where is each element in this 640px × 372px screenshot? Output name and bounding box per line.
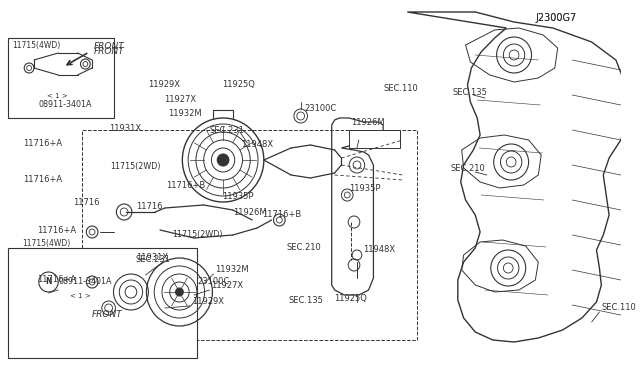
Circle shape [175,288,183,296]
Text: 11715(2WD): 11715(2WD) [173,230,223,238]
Text: 11926M: 11926M [351,118,385,126]
Text: 11927X: 11927X [211,282,244,291]
Circle shape [217,154,229,166]
Text: FRONT: FRONT [94,42,125,51]
Text: SEC.210: SEC.210 [450,164,484,173]
Text: 08911-3401A: 08911-3401A [58,278,112,286]
Text: SEC.231: SEC.231 [135,255,170,264]
Text: J2300G7: J2300G7 [535,13,577,23]
Text: 11716: 11716 [73,198,100,207]
Text: 11932M: 11932M [215,266,249,275]
Text: 11716+B: 11716+B [166,181,205,190]
Text: 11716+A: 11716+A [24,139,63,148]
Text: SEC.210: SEC.210 [287,243,321,252]
Text: 11716+A: 11716+A [37,225,76,234]
Text: 11716: 11716 [136,202,163,211]
Bar [349,130,399,148]
Text: < 1 >: < 1 > [47,93,67,99]
Text: 11927X: 11927X [164,95,196,104]
Text: 11925Q: 11925Q [222,80,255,89]
Text: 11948X: 11948X [241,140,273,149]
Text: FRONT: FRONT [92,310,123,319]
Text: SEC.135: SEC.135 [453,87,488,96]
Text: SEC.135: SEC.135 [289,296,324,305]
Text: 11935P: 11935P [349,183,381,192]
Text: 11925Q: 11925Q [333,294,367,302]
Text: N: N [45,278,52,286]
Text: 11715(2WD): 11715(2WD) [111,162,161,171]
Text: 23100C: 23100C [197,278,230,286]
Text: 11715(4WD): 11715(4WD) [13,41,61,49]
Text: SEC.110: SEC.110 [383,84,419,93]
Text: 08911-3401A: 08911-3401A [38,100,92,109]
Text: SEC.110: SEC.110 [602,304,636,312]
Text: 11935P: 11935P [222,192,253,201]
Text: 23100C: 23100C [305,103,337,112]
Text: SEC.231: SEC.231 [209,125,244,135]
Text: < 1 >: < 1 > [70,293,91,299]
Text: FRONT: FRONT [94,46,125,55]
Text: 11716+A: 11716+A [24,175,63,184]
Text: 11931X: 11931X [109,124,141,133]
Text: 11929X: 11929X [148,80,180,89]
Text: 11716+A: 11716+A [37,276,76,285]
Text: 11716+B: 11716+B [262,209,301,218]
Text: 11929X: 11929X [192,298,224,307]
Bar [8,248,197,358]
Text: 11926M: 11926M [234,208,267,217]
Text: J2300G7: J2300G7 [535,13,577,23]
Text: 11948X: 11948X [363,246,395,254]
Text: 11931X: 11931X [136,253,168,263]
Text: 11715(4WD): 11715(4WD) [22,239,70,248]
Bar [8,38,115,118]
Bar [83,130,417,340]
Text: 11932M: 11932M [168,109,201,118]
